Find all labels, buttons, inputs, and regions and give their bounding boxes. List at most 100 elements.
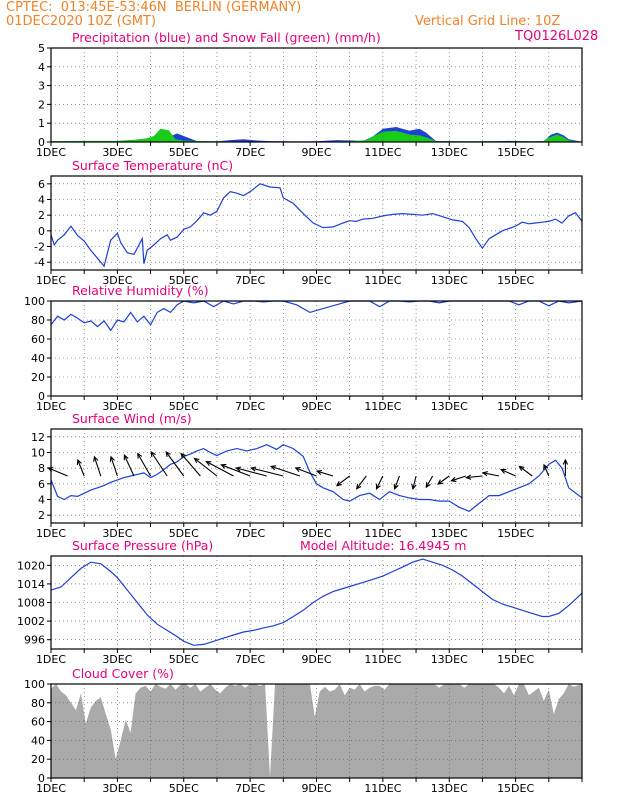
x-tick-label: 5DEC <box>169 527 199 540</box>
y-tick-label: 60 <box>31 716 45 729</box>
wind-vector-arrowhead <box>250 466 257 472</box>
y-tick-label: 100 <box>24 295 45 308</box>
wind-vector-arrow <box>180 453 201 477</box>
wind-vector-arrow <box>110 456 118 477</box>
wind-vector-arrowhead <box>500 468 507 474</box>
y-tick-label: 996 <box>24 634 45 647</box>
x-tick-label: 1DEC <box>36 274 66 287</box>
wind-vector-arrowhead <box>518 465 525 472</box>
y-tick-label: 2 <box>38 509 45 522</box>
cloud-cover-area <box>51 684 582 778</box>
panel-frame <box>50 555 583 650</box>
wind-vector-arrow <box>270 465 301 477</box>
x-tick-label: 15DEC <box>497 274 534 287</box>
panel-title: Relative Humidity (%) <box>72 283 209 298</box>
x-tick-label: 9DEC <box>301 782 331 795</box>
x-tick-label: 1DEC <box>36 527 66 540</box>
x-tick-label: 13DEC <box>431 527 468 540</box>
y-tick-label: 12 <box>31 431 45 444</box>
panel-humidity: 0 20 40 60 80 100 1DEC 3DEC 5DEC 7DEC 9DEC 11DEC 13D… <box>24 283 583 413</box>
x-tick-label: 15DEC <box>497 527 534 540</box>
header-location: CPTEC: 013:45E-53:46N BERLIN (GERMANY) <box>6 0 302 15</box>
x-tick-label: 7DEC <box>235 527 265 540</box>
wind-vector-arrow <box>194 457 218 477</box>
x-tick-label: 7DEC <box>235 782 265 795</box>
y-tick-label: 6 <box>38 478 45 491</box>
y-tick-label: 0 <box>38 136 45 149</box>
x-tick-label: 11DEC <box>364 782 401 795</box>
x-tick-label: 11DEC <box>364 274 401 287</box>
wind-vector-arrow <box>77 459 85 477</box>
x-tick-label: 5DEC <box>169 653 199 666</box>
y-tick-label: 10 <box>31 447 45 460</box>
y-tick-label: 40 <box>31 734 45 747</box>
panel-pressure: 996 1002 1008 1014 1020 1DEC 3DEC 5DEC 7DEC 9DEC 1… <box>17 538 583 666</box>
x-tick-label: 9DEC <box>301 527 331 540</box>
x-tick-label: 7DEC <box>235 653 265 666</box>
y-tick-label: 40 <box>31 352 45 365</box>
x-tick-label: 9DEC <box>301 400 331 413</box>
y-tick-label: 2 <box>38 209 45 222</box>
wind-vector-arrow <box>165 451 185 477</box>
wind-vector-arrowhead <box>411 483 417 491</box>
wind-vector-arrow <box>336 475 351 487</box>
wind-vector-arrowhead <box>437 479 444 485</box>
wind-vector-arrow <box>137 453 152 477</box>
wind-vector-arrow <box>412 475 417 489</box>
x-tick-label: 13DEC <box>431 146 468 159</box>
x-tick-label: 1DEC <box>36 653 66 666</box>
wind-vector-arrowhead <box>450 476 457 482</box>
wind-vector-arrowhead <box>123 454 129 461</box>
y-tick-label: 0 <box>38 225 45 238</box>
header-run-time: 01DEC2020 10Z (GMT) <box>6 14 157 29</box>
x-tick-label: 3DEC <box>102 527 132 540</box>
y-tick-label: 20 <box>31 753 45 766</box>
wind-vector-arrowhead <box>335 480 342 487</box>
x-tick-label: 7DEC <box>235 274 265 287</box>
wind-vector-arrow <box>375 475 384 490</box>
x-tick-label: 5DEC <box>169 782 199 795</box>
wind-vector-arrowhead <box>150 450 156 458</box>
x-tick-label: 9DEC <box>301 274 331 287</box>
wind-vector-arrow <box>451 475 467 482</box>
x-tick-label: 3DEC <box>102 146 132 159</box>
wind-vector-arrowhead <box>315 469 323 476</box>
y-tick-label: 60 <box>31 333 45 346</box>
wind-vector-arrow <box>466 475 483 479</box>
wind-vector-arrowhead <box>93 455 99 462</box>
x-tick-label: 13DEC <box>431 274 468 287</box>
panel-subtitle: Model Altitude: 16.4945 m <box>300 538 466 553</box>
wind-vector-arrowhead <box>543 463 549 470</box>
wind-vector-arrow <box>394 475 400 489</box>
x-tick-label: 15DEC <box>497 782 534 795</box>
header-model-code: TQ0126L028 <box>515 29 599 44</box>
x-tick-label: 3DEC <box>102 400 132 413</box>
x-tick-label: 15DEC <box>497 400 534 413</box>
panel-cloud: 0 20 40 60 80 100 1DEC 3DEC 5DEC 7DEC 9DEC 11DEC 13D… <box>24 666 583 795</box>
wind-vector-arrow <box>356 475 367 490</box>
y-tick-label: 4 <box>38 61 45 74</box>
precip-area-snow <box>51 128 582 142</box>
panel-title: Precipitation (blue) and Snow Fall (gree… <box>72 30 381 45</box>
x-tick-label: 7DEC <box>235 146 265 159</box>
panel-precip: 0 1 2 3 4 5 1DEC 3DEC 5DEC 7DEC 9DEC 11DEC 13DEC 15DE… <box>36 30 583 159</box>
wind-vector-arrowhead <box>235 466 242 472</box>
x-tick-label: 1DEC <box>36 782 66 795</box>
y-tick-label: 5 <box>38 42 45 55</box>
y-tick-label: -4 <box>34 256 45 269</box>
wind-vector-arrow <box>123 454 135 477</box>
header-grid-note: Vertical Grid Line: 10Z <box>415 14 561 29</box>
y-tick-label: 4 <box>38 494 45 507</box>
x-tick-label: 3DEC <box>102 653 132 666</box>
wind-vector-arrowhead <box>205 461 212 466</box>
wind-vector-arrowhead <box>425 482 431 489</box>
wind-vector-arrowhead <box>294 467 301 472</box>
wind-vector-arrow <box>316 470 334 477</box>
y-tick-label: 2 <box>38 98 45 111</box>
x-tick-label: 11DEC <box>364 653 401 666</box>
y-tick-label: 1 <box>38 117 45 130</box>
x-tick-label: 7DEC <box>235 400 265 413</box>
x-tick-label: 15DEC <box>497 653 534 666</box>
panel-frame <box>50 175 583 271</box>
